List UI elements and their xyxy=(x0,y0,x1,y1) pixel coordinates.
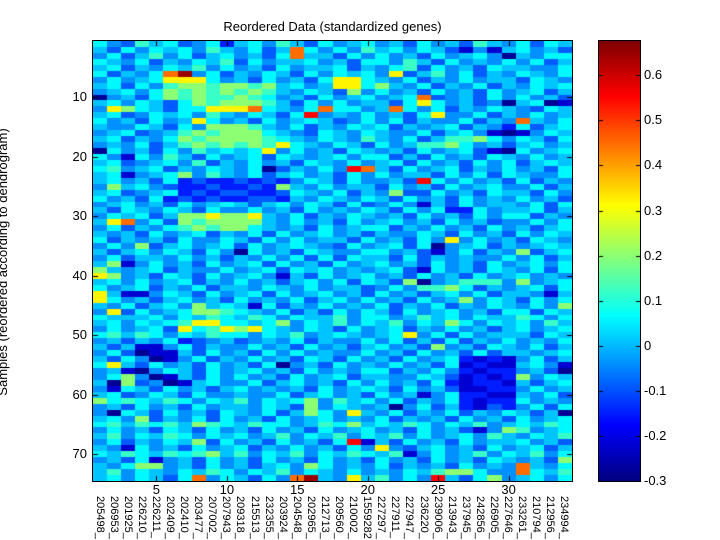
colorbar-tick-label-0.6: 0.6 xyxy=(644,67,663,83)
colorbar-tick-label-0.2: 0.2 xyxy=(644,247,663,263)
x-tick-label-25: 25 xyxy=(430,482,446,497)
y-tick-label-60: 60 xyxy=(72,386,87,402)
y-tick-label-20: 20 xyxy=(72,148,87,164)
colorbar-tick-label-0.4: 0.4 xyxy=(644,157,663,173)
gene-label: 212956_ xyxy=(544,496,557,539)
colorbar-tick-label--0.1: -0.1 xyxy=(644,382,667,398)
gene-label: 207943_ xyxy=(220,496,233,539)
gene-label: 234994_ xyxy=(558,496,571,539)
heatmap-plot-area xyxy=(92,40,573,482)
y-tick-label-10: 10 xyxy=(72,89,87,105)
x-tick-label-5: 5 xyxy=(152,482,160,497)
gene-label: 206953_ xyxy=(107,496,120,539)
gene-label: 201925_ xyxy=(121,496,134,539)
gene-label: 202965_ xyxy=(304,496,317,539)
gene-label: 210794_ xyxy=(530,496,543,539)
gene-label: 215513_ xyxy=(248,496,261,539)
colorbar xyxy=(598,40,641,482)
y-axis-label: Samples (reordered according to dendrogr… xyxy=(0,128,10,396)
colorbar-tick-label-0.5: 0.5 xyxy=(644,112,663,128)
x-tick-label-30: 30 xyxy=(501,482,516,497)
colorbar-tick-label-0: 0 xyxy=(644,337,652,353)
gene-label: 202409_ xyxy=(163,496,176,539)
y-tick-label-40: 40 xyxy=(72,267,87,283)
gene-label: 227947_ xyxy=(403,496,416,539)
gene-label: 212713_ xyxy=(318,496,331,539)
y-tick-label-30: 30 xyxy=(72,208,87,224)
gene-label: 236220_ xyxy=(417,496,430,539)
gene-label: 204548_ xyxy=(290,496,303,539)
colorbar-tick-label--0.3: -0.3 xyxy=(644,473,667,488)
gene-label: 227297_ xyxy=(375,496,388,539)
x-tick-label-20: 20 xyxy=(360,482,375,497)
gene-label: 209318_ xyxy=(234,496,247,539)
gene-label: 226210_ xyxy=(135,496,148,539)
heatmap-canvas xyxy=(93,41,572,481)
gene-label: 203477_ xyxy=(192,496,205,539)
gene-label: 205498_ xyxy=(93,496,106,539)
colorbar-canvas xyxy=(599,41,640,481)
x-tick-label-10: 10 xyxy=(219,482,235,497)
gene-label: 226211_ xyxy=(149,496,162,539)
gene-label: 202410_ xyxy=(178,496,191,539)
gene-label: 210002_ xyxy=(347,496,360,539)
y-tick-label-70: 70 xyxy=(72,446,87,462)
gene-label: 226905_ xyxy=(488,496,500,539)
gene-label: 213943_ xyxy=(445,496,458,539)
colorbar-tick-label-0.1: 0.1 xyxy=(644,292,663,308)
gene-label: 232355_ xyxy=(262,496,275,539)
gene-label: 1559282 xyxy=(361,496,374,539)
gene-label: 242856_ xyxy=(473,496,486,539)
x-tick-label-15: 15 xyxy=(290,482,305,497)
gene-label: 207002_ xyxy=(206,496,219,539)
gene-label: 203924_ xyxy=(276,496,289,539)
gene-label: 239006_ xyxy=(431,496,444,539)
gene-label: 227646_ xyxy=(502,496,515,539)
y-tick-label-50: 50 xyxy=(72,327,87,343)
gene-label: 209560_ xyxy=(333,496,346,539)
colorbar-tick-label--0.2: -0.2 xyxy=(644,427,667,443)
chart-title: Reordered Data (standardized genes) xyxy=(223,19,442,34)
gene-label: 227911_ xyxy=(389,496,402,539)
gene-label: 233261_ xyxy=(516,496,529,539)
gene-label: 237945_ xyxy=(459,496,472,539)
colorbar-tick-label-0.3: 0.3 xyxy=(644,202,663,218)
